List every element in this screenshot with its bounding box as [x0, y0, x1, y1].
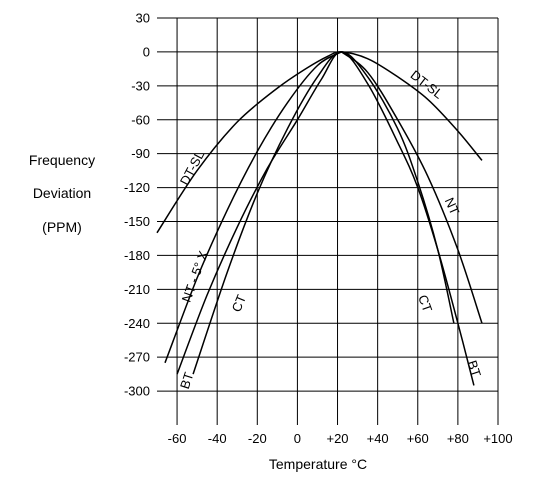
x-tick-label: +20	[326, 431, 348, 446]
x-tick-label: +60	[407, 431, 429, 446]
y-tick-label: -60	[131, 112, 150, 127]
y-tick-label: -30	[131, 78, 150, 93]
grid	[157, 17, 499, 425]
x-tick-label: -60	[168, 431, 187, 446]
y-tick-label: -240	[124, 316, 150, 331]
y-axis-title-line-3: (PPM)	[42, 219, 82, 235]
curve-label: CT	[415, 293, 435, 314]
y-tick-label: -300	[124, 384, 150, 399]
curve-label: NT	[442, 195, 463, 217]
y-tick-label: -150	[124, 214, 150, 229]
y-axis-title-line-2: Deviation	[33, 185, 91, 201]
curve-ct	[192, 51, 455, 375]
x-tick-label: 0	[294, 431, 301, 446]
curve-label: BT	[465, 358, 484, 378]
y-tick-label: -90	[131, 146, 150, 161]
y-tick-label: -210	[124, 282, 150, 297]
x-tick-label: -20	[248, 431, 267, 446]
y-tick-label: 0	[143, 44, 150, 59]
axis-ticks: 30 0 -30 -60 -90 -120 -150 -180 -210 -240 -270 -300…	[124, 11, 513, 447]
curve-label: CT	[229, 292, 249, 314]
curve-label: BT	[177, 370, 196, 390]
curve-nt-5-x	[164, 51, 342, 364]
y-axis-title-line-1: Frequency	[29, 152, 95, 168]
curve-dt-sl	[156, 51, 483, 234]
x-tick-label: +80	[447, 431, 469, 446]
y-tick-label: -270	[124, 350, 150, 365]
x-tick-label: +100	[483, 431, 512, 446]
x-axis-title: Temperature °C	[269, 456, 367, 472]
curve-label: DT-SL	[408, 67, 446, 102]
x-tick-label: -40	[208, 431, 227, 446]
curves	[156, 51, 483, 386]
curve-nt	[341, 51, 483, 324]
x-tick-label: +40	[367, 431, 389, 446]
y-tick-label: -120	[124, 180, 150, 195]
y-tick-label: -180	[124, 248, 150, 263]
y-tick-label: 30	[136, 11, 150, 26]
